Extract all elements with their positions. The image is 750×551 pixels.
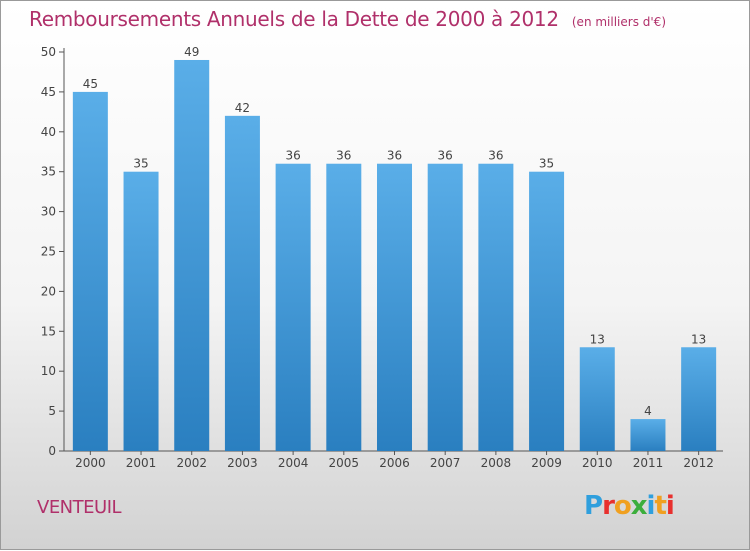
logo-letter: P — [584, 491, 603, 521]
x-tick-label: 2010 — [582, 456, 613, 470]
data-label: 42 — [235, 101, 250, 115]
logo-letter: o — [613, 491, 632, 521]
chart-subtitle: (en milliers d'€) — [571, 15, 666, 29]
x-tick-label: 2011 — [633, 456, 664, 470]
y-tick-label: 10 — [41, 364, 56, 378]
title-row: Remboursements Annuels de la Dette de 20… — [29, 7, 666, 31]
bar — [579, 347, 615, 451]
data-label: 36 — [488, 149, 503, 163]
bar — [529, 171, 565, 451]
bar — [630, 419, 666, 451]
x-tick-label: 2009 — [531, 456, 562, 470]
x-tick-label: 2005 — [329, 456, 360, 470]
data-label: 35 — [133, 157, 148, 171]
data-label: 36 — [438, 149, 453, 163]
logo-letter: x — [630, 491, 648, 521]
data-label: 36 — [387, 149, 402, 163]
data-label: 13 — [590, 332, 605, 346]
logo-letter: t — [654, 491, 666, 521]
x-tick-label: 2004 — [278, 456, 309, 470]
data-label: 35 — [539, 157, 554, 171]
data-label: 49 — [184, 45, 199, 59]
y-tick-label: 5 — [48, 404, 56, 418]
y-tick-label: 15 — [41, 324, 56, 338]
x-tick-label: 2003 — [227, 456, 258, 470]
bar — [72, 91, 108, 452]
bar — [377, 163, 412, 451]
x-tick-label: 2012 — [683, 456, 714, 470]
chart-title: Remboursements Annuels de la Dette de 20… — [29, 7, 559, 31]
y-tick-label: 50 — [41, 45, 56, 59]
data-label: 36 — [336, 149, 351, 163]
proxiti-logo[interactable]: Proxiti — [584, 491, 675, 521]
bar — [478, 163, 514, 451]
y-tick-label: 25 — [41, 245, 56, 259]
y-tick-label: 40 — [41, 125, 56, 139]
x-tick-label: 2001 — [126, 456, 157, 470]
data-label: 45 — [83, 77, 98, 91]
x-tick-label: 2002 — [176, 456, 207, 470]
bar — [681, 347, 717, 451]
y-tick-label: 35 — [41, 165, 56, 179]
x-tick-label: 2008 — [481, 456, 512, 470]
logo-letter: r — [602, 491, 615, 521]
data-label: 36 — [285, 149, 300, 163]
data-label: 13 — [691, 332, 706, 346]
bar — [275, 163, 311, 451]
bar — [123, 171, 159, 451]
x-tick-label: 2007 — [430, 456, 461, 470]
data-label: 4 — [644, 404, 652, 418]
y-tick-label: 45 — [41, 85, 56, 99]
bar — [326, 163, 362, 451]
x-tick-label: 2000 — [75, 456, 106, 470]
y-tick-label: 0 — [48, 444, 56, 458]
bar — [174, 59, 210, 451]
place-name: VENTEUIL — [37, 497, 122, 518]
bar — [427, 163, 463, 451]
x-tick-label: 2006 — [379, 456, 410, 470]
logo-letter: i — [646, 491, 656, 521]
logo-letter: i — [665, 491, 675, 521]
y-tick-label: 30 — [41, 205, 56, 219]
y-tick-label: 20 — [41, 284, 56, 298]
bar — [224, 115, 260, 451]
